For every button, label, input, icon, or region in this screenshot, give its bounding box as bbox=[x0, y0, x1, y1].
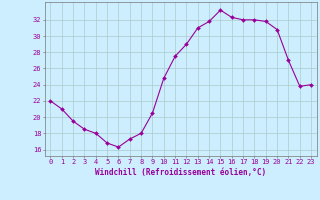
X-axis label: Windchill (Refroidissement éolien,°C): Windchill (Refroidissement éolien,°C) bbox=[95, 168, 266, 177]
